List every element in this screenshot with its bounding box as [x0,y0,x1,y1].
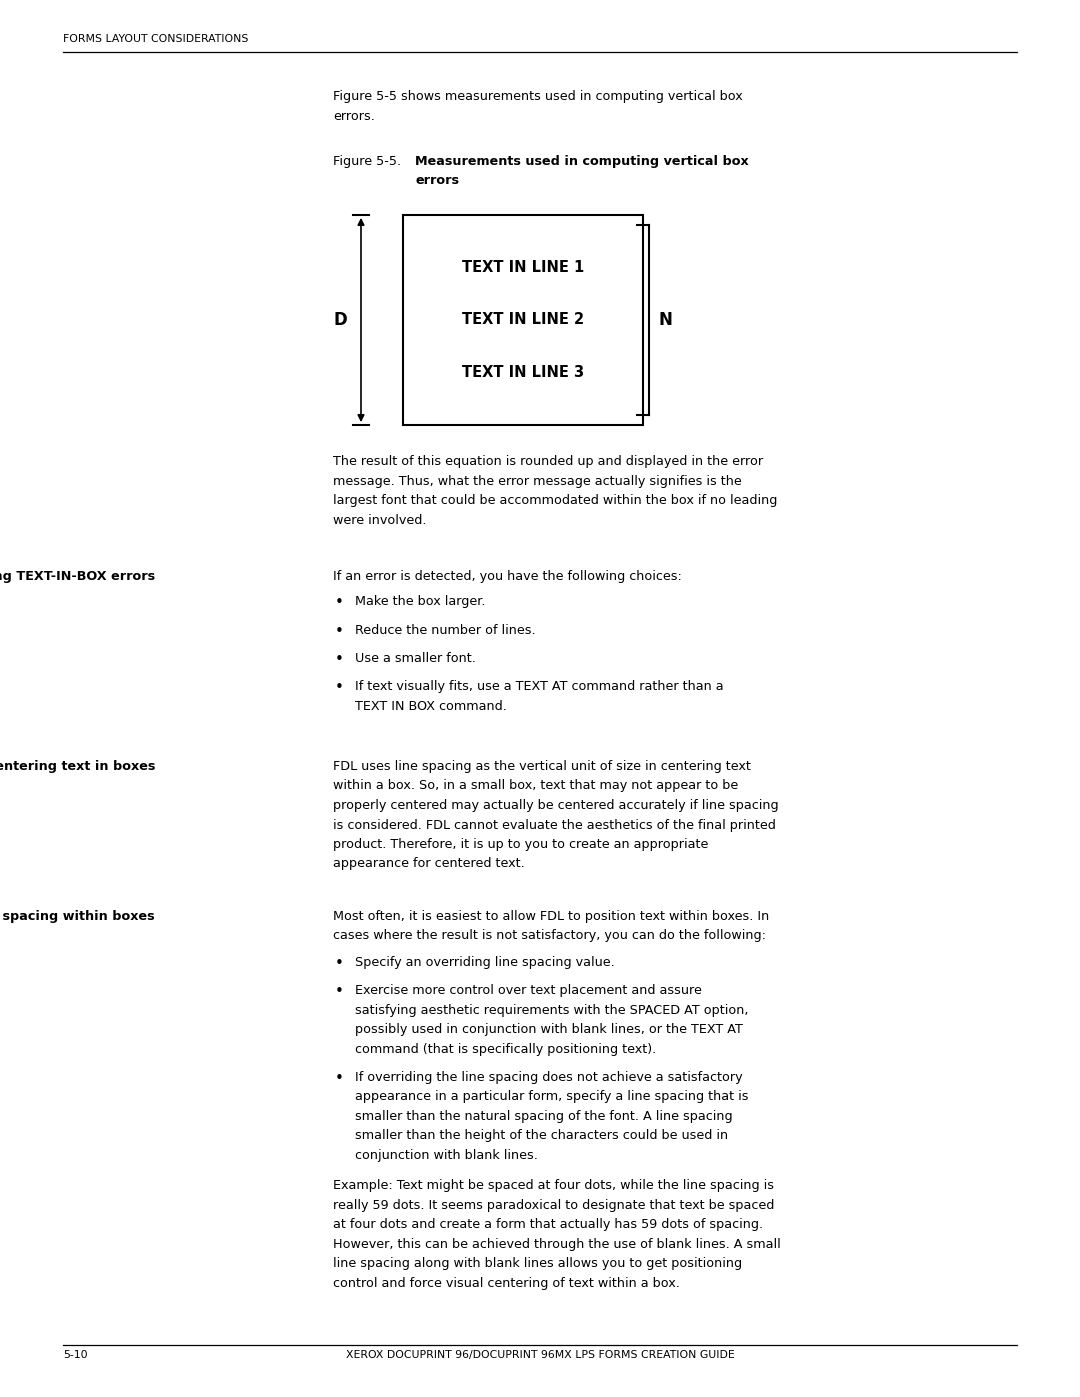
Text: TEXT IN BOX command.: TEXT IN BOX command. [355,700,507,712]
Text: command (that is specifically positioning text).: command (that is specifically positionin… [355,1042,657,1056]
Text: really 59 dots. It seems paradoxical to designate that text be spaced: really 59 dots. It seems paradoxical to … [333,1199,774,1211]
Text: Use a smaller font.: Use a smaller font. [355,652,476,665]
Text: Figure 5-5.: Figure 5-5. [333,155,401,168]
Text: errors.: errors. [333,109,375,123]
Text: Specifying line spacing within boxes: Specifying line spacing within boxes [0,909,156,923]
Text: appearance for centered text.: appearance for centered text. [333,858,525,870]
Text: Make the box larger.: Make the box larger. [355,595,486,608]
Text: line spacing along with blank lines allows you to get positioning: line spacing along with blank lines allo… [333,1257,742,1270]
Text: product. Therefore, it is up to you to create an appropriate: product. Therefore, it is up to you to c… [333,838,708,851]
Text: Reduce the number of lines.: Reduce the number of lines. [355,623,536,637]
Text: Measurements used in computing vertical box: Measurements used in computing vertical … [415,155,748,168]
Text: largest font that could be accommodated within the box if no leading: largest font that could be accommodated … [333,495,778,507]
Text: D: D [334,312,347,330]
Text: smaller than the height of the characters could be used in: smaller than the height of the character… [355,1129,728,1143]
Text: Centering text in boxes: Centering text in boxes [0,760,156,773]
Text: at four dots and create a form that actually has 59 dots of spacing.: at four dots and create a form that actu… [333,1218,764,1231]
Text: Exercise more control over text placement and assure: Exercise more control over text placemen… [355,983,702,997]
Text: Correcting TEXT-IN-BOX errors: Correcting TEXT-IN-BOX errors [0,570,156,583]
Text: •: • [335,680,343,696]
Text: satisfying aesthetic requirements with the SPACED AT option,: satisfying aesthetic requirements with t… [355,1003,748,1017]
Text: •: • [335,1071,343,1085]
Text: The result of this equation is rounded up and displayed in the error: The result of this equation is rounded u… [333,455,764,468]
Bar [403,215,643,425]
Text: •: • [335,623,343,638]
Text: TEXT IN LINE 3: TEXT IN LINE 3 [462,365,584,380]
Text: XEROX DOCUPRINT 96/DOCUPRINT 96MX LPS FORMS CREATION GUIDE: XEROX DOCUPRINT 96/DOCUPRINT 96MX LPS FO… [346,1350,734,1361]
Text: message. Thus, what the error message actually signifies is the: message. Thus, what the error message ac… [333,475,742,488]
Text: If an error is detected, you have the following choices:: If an error is detected, you have the fo… [333,570,681,583]
Text: •: • [335,956,343,971]
Text: If overriding the line spacing does not achieve a satisfactory: If overriding the line spacing does not … [355,1071,743,1084]
Text: errors: errors [415,175,459,187]
Text: TEXT IN LINE 2: TEXT IN LINE 2 [462,313,584,327]
Text: were involved.: were involved. [333,514,427,527]
Text: N: N [659,312,673,330]
Text: appearance in a particular form, specify a line spacing that is: appearance in a particular form, specify… [355,1091,748,1104]
Text: Specify an overriding line spacing value.: Specify an overriding line spacing value… [355,956,615,970]
Text: Figure 5-5 shows measurements used in computing vertical box: Figure 5-5 shows measurements used in co… [333,89,743,103]
Text: Example: Text might be spaced at four dots, while the line spacing is: Example: Text might be spaced at four do… [333,1179,774,1192]
Text: cases where the result is not satisfactory, you can do the following:: cases where the result is not satisfacto… [333,929,766,943]
Text: However, this can be achieved through the use of blank lines. A small: However, this can be achieved through th… [333,1238,781,1250]
Text: conjunction with blank lines.: conjunction with blank lines. [355,1148,538,1162]
Text: possibly used in conjunction with blank lines, or the TEXT AT: possibly used in conjunction with blank … [355,1023,743,1037]
Text: within a box. So, in a small box, text that may not appear to be: within a box. So, in a small box, text t… [333,780,739,792]
Text: properly centered may actually be centered accurately if line spacing: properly centered may actually be center… [333,799,779,812]
Text: FORMS LAYOUT CONSIDERATIONS: FORMS LAYOUT CONSIDERATIONS [63,34,248,43]
Text: •: • [335,983,343,999]
Text: 5-10: 5-10 [63,1350,87,1361]
Text: FDL uses line spacing as the vertical unit of size in centering text: FDL uses line spacing as the vertical un… [333,760,751,773]
Text: •: • [335,652,343,666]
Text: Most often, it is easiest to allow FDL to position text within boxes. In: Most often, it is easiest to allow FDL t… [333,909,769,923]
Text: smaller than the natural spacing of the font. A line spacing: smaller than the natural spacing of the … [355,1109,732,1123]
Text: control and force visual centering of text within a box.: control and force visual centering of te… [333,1277,680,1289]
Text: TEXT IN LINE 1: TEXT IN LINE 1 [462,260,584,275]
Text: If text visually fits, use a TEXT AT command rather than a: If text visually fits, use a TEXT AT com… [355,680,724,693]
Text: •: • [335,595,343,610]
Text: is considered. FDL cannot evaluate the aesthetics of the final printed: is considered. FDL cannot evaluate the a… [333,819,775,831]
